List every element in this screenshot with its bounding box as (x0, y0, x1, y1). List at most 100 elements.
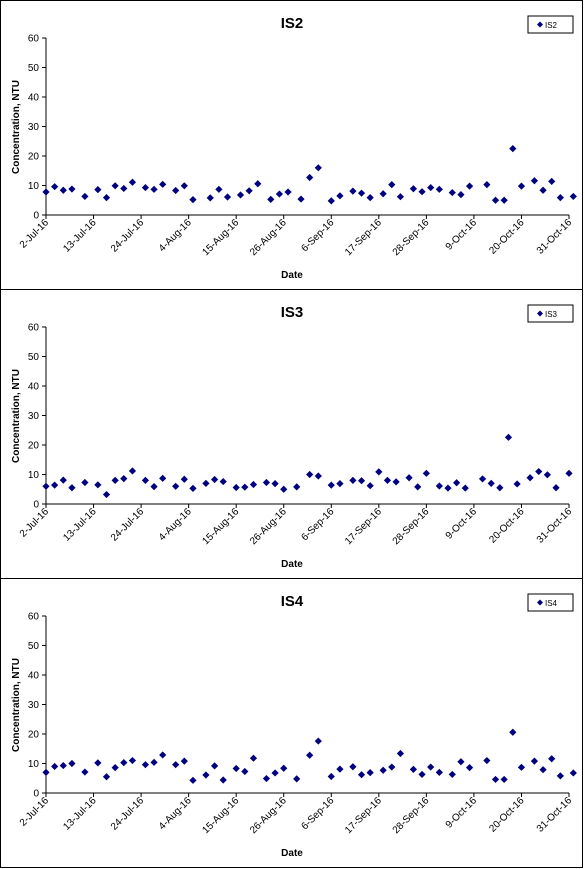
data-point (267, 195, 275, 203)
data-point (388, 181, 396, 189)
data-point (375, 468, 383, 476)
data-point (306, 751, 314, 759)
legend: IS4 (527, 593, 574, 612)
y-tick-label: 50 (28, 641, 40, 652)
data-point (548, 755, 556, 763)
x-tick-label: 6-Sep-16 (300, 795, 337, 832)
data-point (548, 177, 556, 185)
data-point (241, 483, 249, 491)
chart-svg: IS3 0 10 20 30 40 50 60 2-Jul-16 13-Jul-16 24-Jul-… (11, 304, 575, 570)
data-point (457, 191, 465, 199)
data-point (150, 482, 158, 491)
data-point (111, 476, 119, 484)
x-tick-label: 31-Oct-16 (535, 506, 575, 546)
data-point (68, 484, 76, 492)
data-point (293, 483, 301, 491)
y-tick-label: 30 (28, 122, 40, 133)
data-point (81, 768, 89, 776)
data-point (128, 467, 137, 475)
data-point (102, 193, 111, 202)
x-tick-label: 4-Aug-16 (157, 795, 194, 832)
y-tick-label: 20 (28, 152, 40, 163)
x-tick-label: 9-Oct-16 (444, 795, 480, 831)
data-point (128, 178, 137, 186)
data-point (223, 193, 232, 201)
legend-label: IS4 (545, 599, 558, 608)
data-point (94, 186, 102, 194)
data-point (150, 758, 158, 766)
data-point (349, 476, 357, 484)
y-tick-label: 0 (33, 211, 39, 222)
x-tick-label: 13-Jul-16 (61, 795, 99, 833)
data-point (172, 482, 180, 490)
data-point (336, 480, 344, 488)
y-axis-title: Concentration, NTU (11, 369, 22, 463)
data-point (59, 761, 67, 770)
data-point (102, 490, 111, 499)
data-point (202, 771, 210, 779)
y-tick-label: 50 (28, 63, 40, 74)
data-point (141, 476, 150, 484)
data-point (284, 188, 292, 196)
data-point (51, 762, 59, 771)
data-point (427, 763, 435, 771)
data-point (569, 192, 577, 201)
data-point (280, 485, 288, 493)
y-tick-label: 20 (28, 730, 40, 741)
data-point (500, 196, 508, 204)
x-tick-label: 31-Oct-16 (535, 217, 575, 257)
data-point (306, 470, 314, 479)
y-tick-label: 20 (28, 441, 40, 452)
data-point (349, 763, 357, 771)
x-tick-label: 17-Sep-16 (343, 795, 384, 836)
data-point (487, 479, 495, 487)
data-point (215, 185, 223, 193)
data-point (491, 775, 500, 784)
data-point (509, 728, 517, 736)
data-point (81, 478, 89, 487)
data-point (254, 180, 262, 188)
data-point (418, 188, 426, 196)
legend-marker (537, 599, 543, 606)
x-tick-label: 2-Jul-16 (18, 217, 52, 251)
x-tick-label: 26-Aug-16 (248, 506, 289, 547)
y-tick-label: 60 (28, 323, 40, 334)
x-tick-label: 20-Oct-16 (487, 506, 527, 546)
data-point (500, 775, 508, 784)
y-tick-label: 0 (33, 789, 39, 800)
x-tick-label: 17-Sep-16 (343, 217, 384, 258)
data-point (543, 471, 551, 479)
data-point (293, 775, 301, 783)
data-point (405, 474, 413, 482)
data-point (457, 758, 465, 766)
x-tick-label: 26-Aug-16 (248, 795, 289, 836)
data-point (379, 190, 387, 198)
data-point (427, 183, 435, 192)
x-tick-label: 24-Jul-16 (109, 795, 147, 833)
data-point (120, 184, 128, 193)
data-point (241, 767, 249, 776)
data-point (102, 773, 111, 781)
data-point (59, 186, 67, 194)
data-point (249, 754, 258, 762)
data-point (219, 776, 227, 784)
data-point (150, 185, 158, 193)
data-point (444, 484, 452, 492)
chart-svg: IS4 0 10 20 30 40 50 60 2-Jul-16 13-Jul-16 24-Jul-… (11, 593, 577, 859)
legend-marker (537, 21, 543, 28)
data-point (539, 186, 547, 194)
y-tick-label: 40 (28, 382, 40, 393)
data-point (68, 185, 76, 193)
data-point (210, 475, 219, 484)
data-point (379, 766, 387, 774)
y-axis-title: Concentration, NTU (11, 658, 22, 752)
data-point (509, 145, 517, 153)
y-tick-label: 10 (28, 470, 40, 481)
data-point (42, 188, 50, 196)
data-point (159, 474, 167, 482)
data-point (275, 190, 284, 198)
y-tick-label: 30 (28, 700, 40, 711)
data-point (271, 480, 279, 488)
data-point (552, 484, 560, 492)
legend-label: IS3 (545, 310, 558, 319)
